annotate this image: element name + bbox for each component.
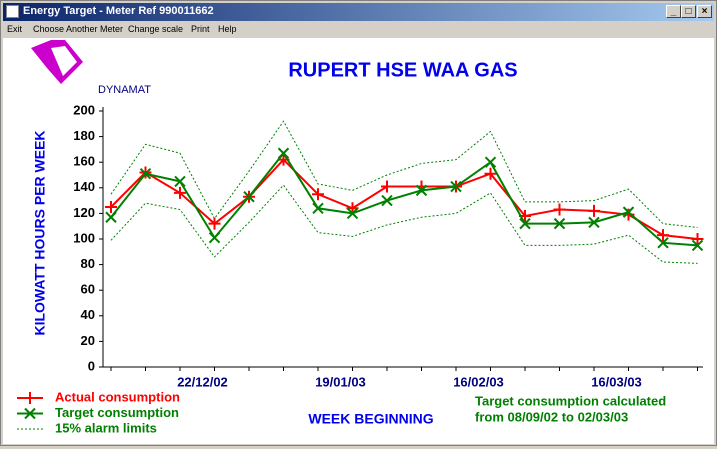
point-marker [174, 175, 186, 188]
logo-text: DYNAMAT [98, 84, 151, 96]
y-tick-label: 40 [81, 307, 95, 322]
legend-marker [24, 407, 36, 420]
point-marker [553, 217, 566, 230]
y-tick-label: 60 [81, 282, 95, 297]
series-line [110, 151, 698, 247]
point-marker [450, 180, 462, 193]
point-marker [657, 237, 669, 249]
point-marker [588, 216, 600, 229]
menu-item[interactable]: Print [191, 24, 210, 34]
y-tick-label: 100 [73, 230, 95, 245]
point-marker [346, 207, 359, 220]
point-marker [691, 239, 704, 252]
point-marker [139, 168, 152, 180]
y-tick-label: 80 [81, 256, 95, 271]
point-marker [553, 203, 566, 216]
y-tick-label: 140 [73, 179, 95, 194]
point-marker [588, 204, 600, 217]
point-marker [381, 180, 393, 193]
x-tick-label: 22/12/02 [177, 374, 228, 389]
series-line [110, 184, 698, 264]
point-marker [691, 233, 704, 245]
chart: DYNAMAT RUPERT HSE WAA GAS KILOWATT HOUR… [17, 40, 704, 435]
note: from 08/09/02 to 02/03/03 [475, 409, 628, 424]
x-tick-label: 16/03/03 [591, 374, 642, 389]
close-button[interactable]: × [697, 5, 712, 18]
point-marker [381, 194, 393, 207]
menu-item[interactable]: Help [218, 24, 237, 34]
point-marker [243, 191, 255, 203]
y-tick-label: 200 [73, 102, 95, 117]
y-tick-label: 120 [73, 205, 95, 220]
app-icon [6, 5, 19, 18]
y-tick-label: 180 [73, 128, 95, 143]
x-tick-label: 19/01/03 [315, 374, 366, 389]
menu-item[interactable]: Change scale [128, 24, 184, 34]
menu-item[interactable]: Exit [7, 24, 23, 34]
note: Target consumption calculated [475, 393, 666, 408]
legend-label: Actual consumption [55, 389, 180, 404]
point-marker [519, 217, 531, 230]
point-marker [484, 156, 497, 168]
point-marker [208, 217, 221, 230]
x-axis-label: WEEK BEGINNING [308, 411, 433, 427]
point-marker [312, 188, 324, 201]
point-marker [208, 232, 221, 244]
y-tick-label: 160 [73, 154, 95, 169]
x-tick-label: 16/02/03 [453, 374, 504, 389]
maximize-button[interactable]: □ [681, 5, 696, 18]
y-tick-label: 20 [81, 333, 95, 348]
legend-label: 15% alarm limits [55, 420, 157, 435]
menu-item[interactable]: Choose Another Meter [33, 24, 124, 34]
legend-label: Target consumption [55, 405, 179, 420]
logo-cut [51, 46, 77, 76]
point-marker [622, 206, 635, 218]
y-axis-label: KILOWATT HOURS PER WEEK [32, 130, 48, 335]
y-tick-label: 0 [88, 358, 95, 373]
title-bar: Energy Target - Meter Ref 990011662 _ □ … [3, 3, 714, 21]
series-line [110, 158, 698, 240]
chart-title: RUPERT HSE WAA GAS [288, 59, 517, 81]
point-marker [105, 211, 117, 223]
point-marker [312, 202, 324, 214]
legend-marker [24, 392, 36, 404]
minimize-button[interactable]: _ [666, 5, 681, 18]
window-title: Energy Target - Meter Ref 990011662 [23, 5, 214, 17]
client-area: DYNAMAT RUPERT HSE WAA GAS KILOWATT HOUR… [3, 38, 714, 444]
series-line [110, 120, 698, 228]
point-marker [484, 167, 497, 180]
point-marker [277, 147, 290, 159]
menu-bar: Exit Choose Another Meter Change scale P… [3, 22, 714, 37]
point-marker [657, 229, 669, 242]
point-marker [415, 184, 428, 197]
point-marker [105, 201, 117, 213]
point-marker [174, 186, 186, 199]
